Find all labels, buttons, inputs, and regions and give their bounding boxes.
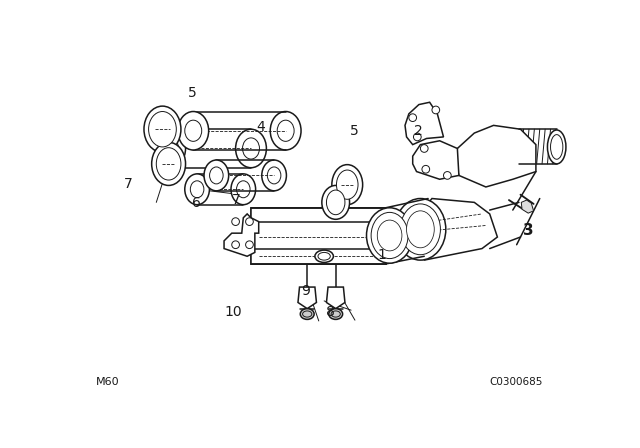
Ellipse shape xyxy=(262,160,287,191)
Ellipse shape xyxy=(178,112,209,150)
Ellipse shape xyxy=(315,250,333,263)
Text: 7: 7 xyxy=(124,177,132,191)
Text: C0300685: C0300685 xyxy=(490,377,543,387)
Text: M60: M60 xyxy=(95,377,119,387)
Ellipse shape xyxy=(318,252,330,260)
Polygon shape xyxy=(456,125,536,187)
Polygon shape xyxy=(405,102,444,145)
Polygon shape xyxy=(251,208,386,264)
Ellipse shape xyxy=(155,129,186,168)
Ellipse shape xyxy=(185,120,202,142)
Circle shape xyxy=(409,114,417,121)
Circle shape xyxy=(232,218,239,225)
Circle shape xyxy=(444,172,451,179)
Text: 5: 5 xyxy=(188,86,196,100)
Polygon shape xyxy=(521,200,534,213)
Text: 7: 7 xyxy=(232,193,241,207)
Ellipse shape xyxy=(332,165,363,205)
Text: 5: 5 xyxy=(350,124,359,138)
Ellipse shape xyxy=(326,190,345,215)
Text: 10: 10 xyxy=(225,305,242,319)
Text: 1: 1 xyxy=(378,248,386,262)
Circle shape xyxy=(246,241,253,249)
Ellipse shape xyxy=(190,181,204,198)
Ellipse shape xyxy=(185,174,209,205)
Ellipse shape xyxy=(547,130,566,164)
Ellipse shape xyxy=(237,181,250,198)
Text: 3: 3 xyxy=(523,223,533,238)
Ellipse shape xyxy=(406,211,435,248)
Circle shape xyxy=(232,241,239,249)
Ellipse shape xyxy=(243,138,259,159)
Ellipse shape xyxy=(550,134,563,159)
Text: 9: 9 xyxy=(301,284,310,298)
Text: 8: 8 xyxy=(326,305,335,319)
Ellipse shape xyxy=(378,220,402,251)
Ellipse shape xyxy=(277,120,294,142)
Circle shape xyxy=(432,106,440,114)
Ellipse shape xyxy=(148,112,176,147)
Ellipse shape xyxy=(300,309,314,319)
Ellipse shape xyxy=(209,167,223,184)
Polygon shape xyxy=(224,214,259,256)
Polygon shape xyxy=(298,287,316,309)
Ellipse shape xyxy=(162,138,179,159)
Ellipse shape xyxy=(270,112,301,150)
Ellipse shape xyxy=(144,106,181,152)
Ellipse shape xyxy=(268,167,281,184)
Ellipse shape xyxy=(204,160,228,191)
Ellipse shape xyxy=(152,142,186,185)
Circle shape xyxy=(413,133,421,141)
Circle shape xyxy=(422,165,429,173)
Ellipse shape xyxy=(236,129,266,168)
Polygon shape xyxy=(251,249,386,264)
Circle shape xyxy=(420,145,428,152)
Ellipse shape xyxy=(371,212,408,258)
Ellipse shape xyxy=(329,309,342,319)
Ellipse shape xyxy=(331,311,340,317)
Ellipse shape xyxy=(231,174,255,205)
Polygon shape xyxy=(251,208,386,222)
Polygon shape xyxy=(413,141,459,179)
Ellipse shape xyxy=(367,208,413,263)
Text: 6: 6 xyxy=(193,196,202,210)
Ellipse shape xyxy=(395,198,446,260)
Polygon shape xyxy=(326,287,345,309)
Ellipse shape xyxy=(156,148,181,180)
Circle shape xyxy=(246,218,253,225)
Text: 4: 4 xyxy=(257,121,266,134)
Ellipse shape xyxy=(401,204,440,255)
Text: 2: 2 xyxy=(414,124,423,138)
Ellipse shape xyxy=(303,311,312,317)
Ellipse shape xyxy=(322,185,349,220)
Polygon shape xyxy=(424,198,497,260)
Ellipse shape xyxy=(337,170,358,199)
